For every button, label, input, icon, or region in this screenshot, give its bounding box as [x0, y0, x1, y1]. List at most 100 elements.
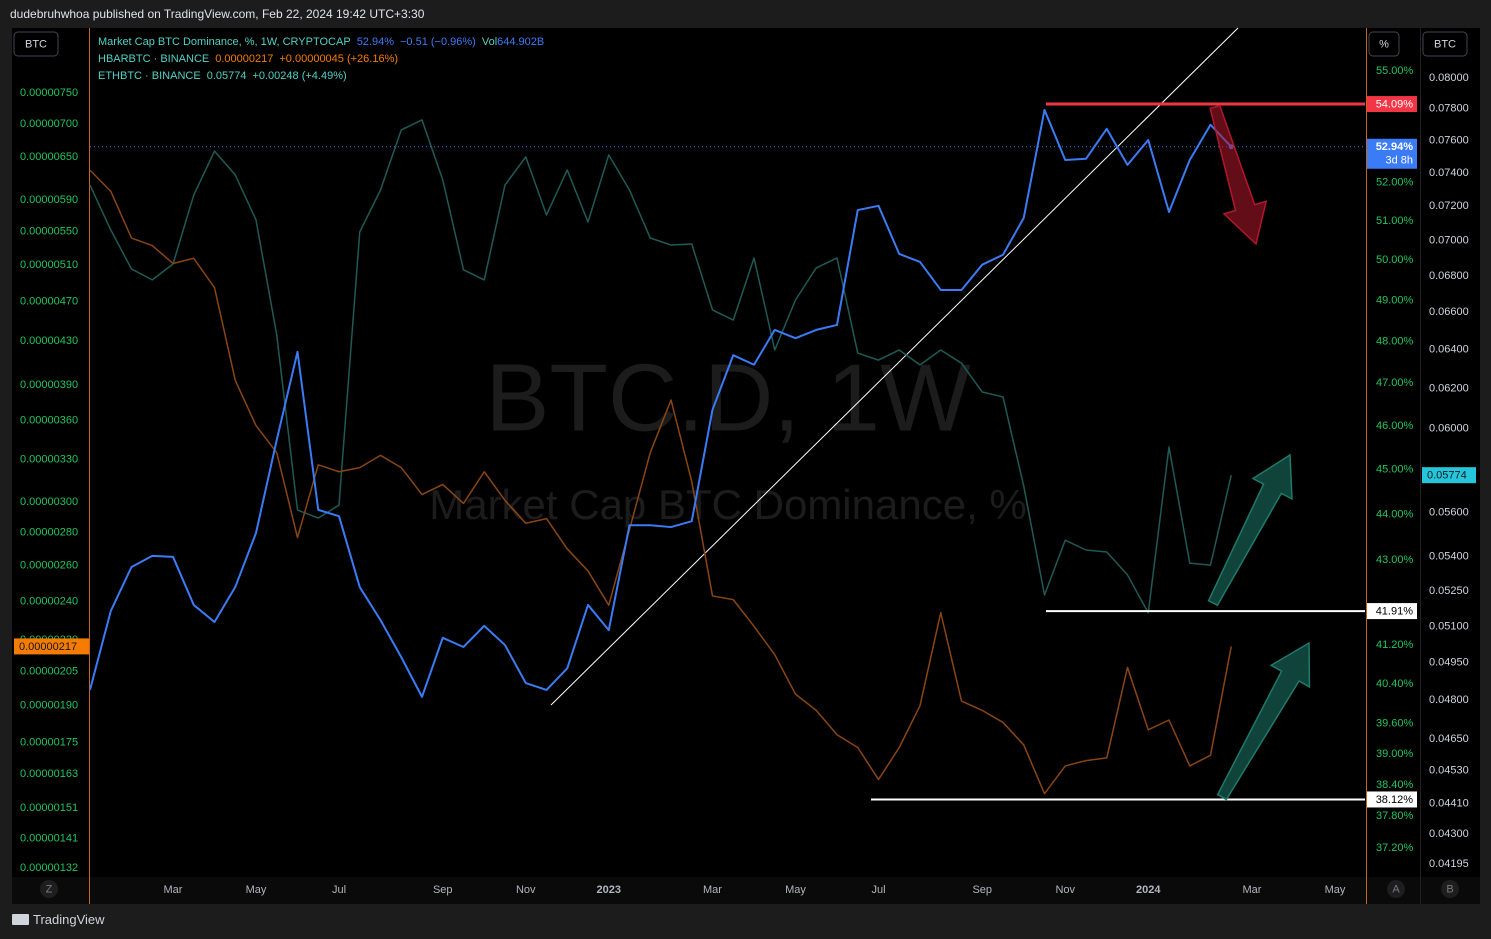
axis-tick-label: 0.00000151 [20, 802, 78, 814]
legend-entry: HBARBTC · BINANCE 0.00000217 +0.00000045 (… [98, 53, 398, 65]
level-tag [1367, 603, 1417, 620]
series-line [89, 119, 1232, 614]
axis-tick-label: 0.04650 [1429, 733, 1469, 745]
axis-tick-label: 44.00% [1376, 508, 1414, 520]
price-tag-text: 0.05774 [1427, 470, 1467, 482]
watermark: BTC.D, 1W Market Cap BTC Dominance, % [429, 344, 1027, 528]
axis-tick-label: 0.00000205 [20, 666, 78, 678]
axis-tick-label: 0.00000360 [20, 415, 78, 427]
axis-tick-label: 0.07000 [1429, 235, 1469, 247]
legend-volume-label: Vol [482, 36, 497, 48]
x-tick-label: Jul [332, 884, 346, 896]
price-tag [14, 638, 89, 655]
legend-last-value-label: 0.05774 [207, 70, 247, 82]
axis-tick-label: 0.00000550 [20, 225, 78, 237]
axis-tick-label: 43.00% [1376, 554, 1414, 566]
axis-tick-label: 0.05250 [1429, 585, 1469, 597]
axis-tick-label: 0.04195 [1429, 858, 1469, 870]
level-tag-text: 41.91% [1376, 605, 1414, 617]
percent-button-text[interactable]: % [1379, 38, 1389, 50]
b-button[interactable] [1441, 880, 1459, 898]
x-tick-label: Mar [1243, 884, 1262, 896]
price-tag [1422, 467, 1476, 484]
z-button[interactable] [40, 880, 58, 898]
x-tick-label: Mar [164, 884, 183, 896]
symbol-button[interactable] [1422, 31, 1468, 57]
axis-tick-label: 0.06000 [1429, 422, 1469, 434]
x-tick-label: May [1325, 884, 1346, 896]
axis-tick-label: 50.00% [1376, 254, 1414, 266]
b-button-text[interactable]: B [1446, 883, 1453, 895]
legend-volume: 644.902B [497, 36, 544, 48]
axis-tick-label: 48.00% [1376, 335, 1414, 347]
logo-mark [12, 914, 29, 925]
z-button-text[interactable]: Z [46, 883, 53, 895]
arrow-drawing [1216, 641, 1311, 801]
series-line [89, 108, 1232, 698]
price-tag [1367, 138, 1417, 169]
axis-tick-label: 0.00000510 [20, 259, 78, 271]
x-tick-label: 2024 [1136, 884, 1161, 896]
axis-tick-label: 0.00000240 [20, 595, 78, 607]
x-tick-label: Jul [871, 884, 885, 896]
legend-last-value-label: 0.00000217 [215, 53, 273, 65]
axis-tick-label: 0.00000300 [20, 496, 78, 508]
axis-tick-label: 0.08000 [1429, 72, 1469, 84]
axis-tick-label: 0.04950 [1429, 657, 1469, 669]
a-button-text[interactable]: A [1392, 883, 1400, 895]
x-tick-label: Mar [703, 884, 722, 896]
symbol-button-text[interactable]: BTC [25, 38, 47, 50]
level-tag-text: 54.09% [1376, 98, 1414, 110]
watermark-subtitle: Market Cap BTC Dominance, % [429, 481, 1027, 528]
axis-tick-label: 52.00% [1376, 176, 1414, 188]
a-button[interactable] [1387, 880, 1405, 898]
axis-tick-label: 0.05400 [1429, 551, 1469, 563]
x-tick-label: May [785, 884, 806, 896]
x-tick-label: Sep [433, 884, 453, 896]
level-tag-text: 38.12% [1376, 794, 1414, 806]
level-tag [1367, 791, 1417, 808]
axis-tick-label: 37.80% [1376, 810, 1414, 822]
axis-tick-label: 0.00000280 [20, 527, 78, 539]
axis-tick-label: 0.04410 [1429, 797, 1469, 809]
axis-tick-label: 0.05100 [1429, 620, 1469, 632]
axis-tick-label: 39.00% [1376, 748, 1414, 760]
arrow-drawing [1209, 104, 1268, 246]
axis-tick-label: 0.00000390 [20, 379, 78, 391]
axis-tick-label: 0.06800 [1429, 270, 1469, 282]
percent-button[interactable] [1368, 31, 1400, 57]
axis-tick-label: 51.00% [1376, 215, 1414, 227]
axis-tick-label: 0.05600 [1429, 506, 1469, 518]
axis-tick-label: 55.00% [1376, 65, 1414, 77]
axis-tick-label: 0.06200 [1429, 382, 1469, 394]
price-tag-text: 0.00000217 [19, 641, 77, 653]
axis-tick-label: 39.60% [1376, 718, 1414, 730]
axis-tick-label: 0.00000750 [20, 87, 78, 99]
symbol-button-text[interactable]: BTC [1434, 38, 1456, 50]
axis-tick-label: 41.20% [1376, 639, 1414, 651]
axis-tick-label: 0.00000190 [20, 700, 78, 712]
x-tick-label: Nov [516, 884, 536, 896]
axis-tick-label: 46.00% [1376, 420, 1414, 432]
axis-tick-label: 0.04800 [1429, 694, 1469, 706]
legend-entry: Market Cap BTC Dominance, %, 1W, CRYPTOC… [98, 36, 544, 48]
axis-tick-label: 0.06600 [1429, 306, 1469, 318]
axis-tick-label: 0.07800 [1429, 103, 1469, 115]
legend-name: HBARBTC · BINANCE [98, 53, 209, 65]
legend-change: −0.51 (−0.96%) [400, 36, 476, 48]
axis-tick-label: 0.00000650 [20, 151, 78, 163]
axis-tick-label: 0.04300 [1429, 828, 1469, 840]
axis-tick-label: 0.07400 [1429, 167, 1469, 179]
axis-tick-label: 0.00000590 [20, 194, 78, 206]
axis-tick-label: 45.00% [1376, 464, 1414, 476]
axis-tick-label: 0.00000470 [20, 296, 78, 308]
watermark-title: BTC.D, 1W [485, 344, 971, 451]
axis-tick-label: 47.00% [1376, 377, 1414, 389]
chart-panel [12, 28, 1480, 904]
axis-tick-label: 0.00000330 [20, 453, 78, 465]
axis-tick-label: 49.00% [1376, 294, 1414, 306]
publish-line: dudebruhwhoa published on TradingView.co… [10, 7, 425, 21]
x-tick-label: Sep [972, 884, 992, 896]
symbol-button[interactable] [13, 31, 59, 57]
axis-tick-label: 0.00000260 [20, 560, 78, 572]
